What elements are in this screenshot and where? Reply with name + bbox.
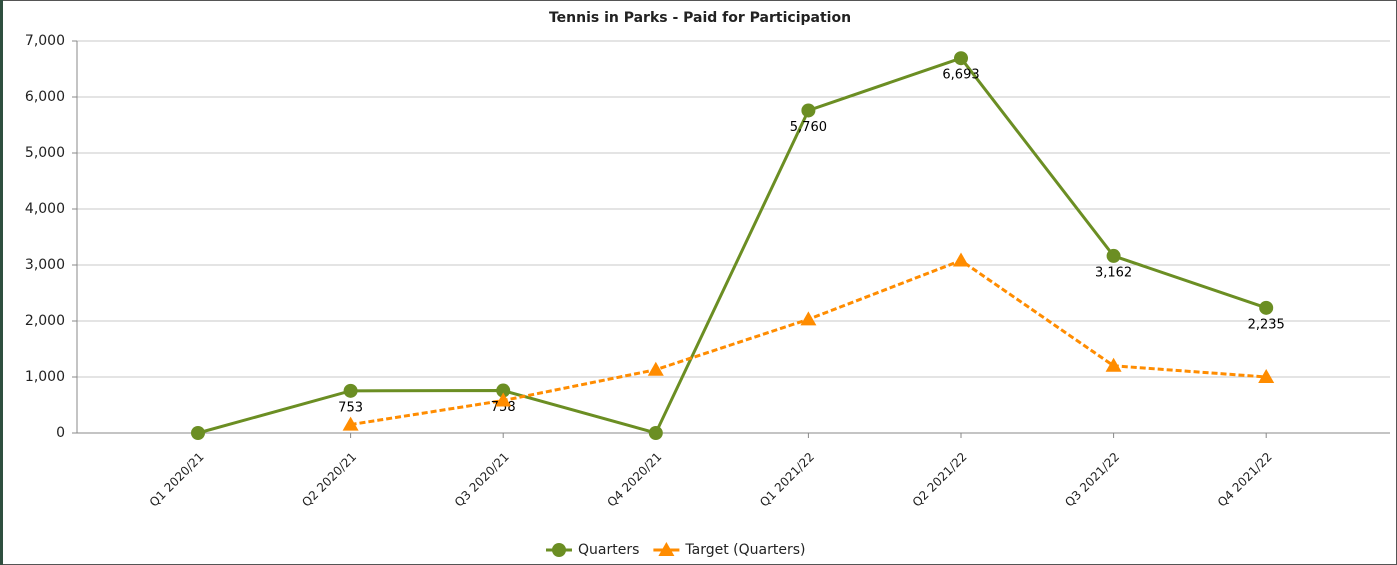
data-point: [343, 383, 358, 398]
data-label: 6,693: [942, 68, 979, 83]
legend-label: Target (Quarters): [684, 542, 805, 558]
chart-title: Tennis in Parks - Paid for Participation: [549, 10, 851, 26]
data-label: 5,760: [790, 120, 827, 135]
data-point: [1106, 248, 1121, 263]
data-point: [648, 426, 663, 440]
left-border: [0, 0, 3, 565]
data-point: [801, 103, 816, 118]
series-line: [197, 56, 1267, 435]
data-point: [647, 361, 664, 376]
legend-marker: [552, 543, 566, 557]
data-point: [953, 252, 969, 267]
y-tick-label: 4,000: [25, 201, 65, 217]
legend-marker: [658, 542, 675, 556]
y-tick-label: 1,000: [25, 369, 65, 385]
y-tick-label: 7,000: [25, 33, 65, 49]
data-point: [342, 416, 359, 431]
y-tick-label: 2,000: [25, 313, 65, 329]
y-tick-label: 0: [56, 425, 65, 441]
y-tick-label: 6,000: [25, 89, 65, 105]
data-label: 3,162: [1095, 265, 1132, 280]
y-tick-label: 5,000: [25, 145, 65, 161]
legend-label: Quarters: [578, 542, 639, 558]
data-label: 2,235: [1248, 317, 1285, 332]
data-point: [1105, 357, 1122, 372]
data-point: [496, 383, 511, 398]
data-point: [191, 426, 205, 440]
data-point: [495, 392, 512, 407]
data-point: [1258, 369, 1275, 383]
data-point: [800, 311, 817, 326]
data-point: [954, 51, 968, 66]
data-label: 753: [338, 400, 363, 415]
data-point: [1259, 300, 1274, 315]
y-tick-label: 3,000: [25, 257, 65, 273]
